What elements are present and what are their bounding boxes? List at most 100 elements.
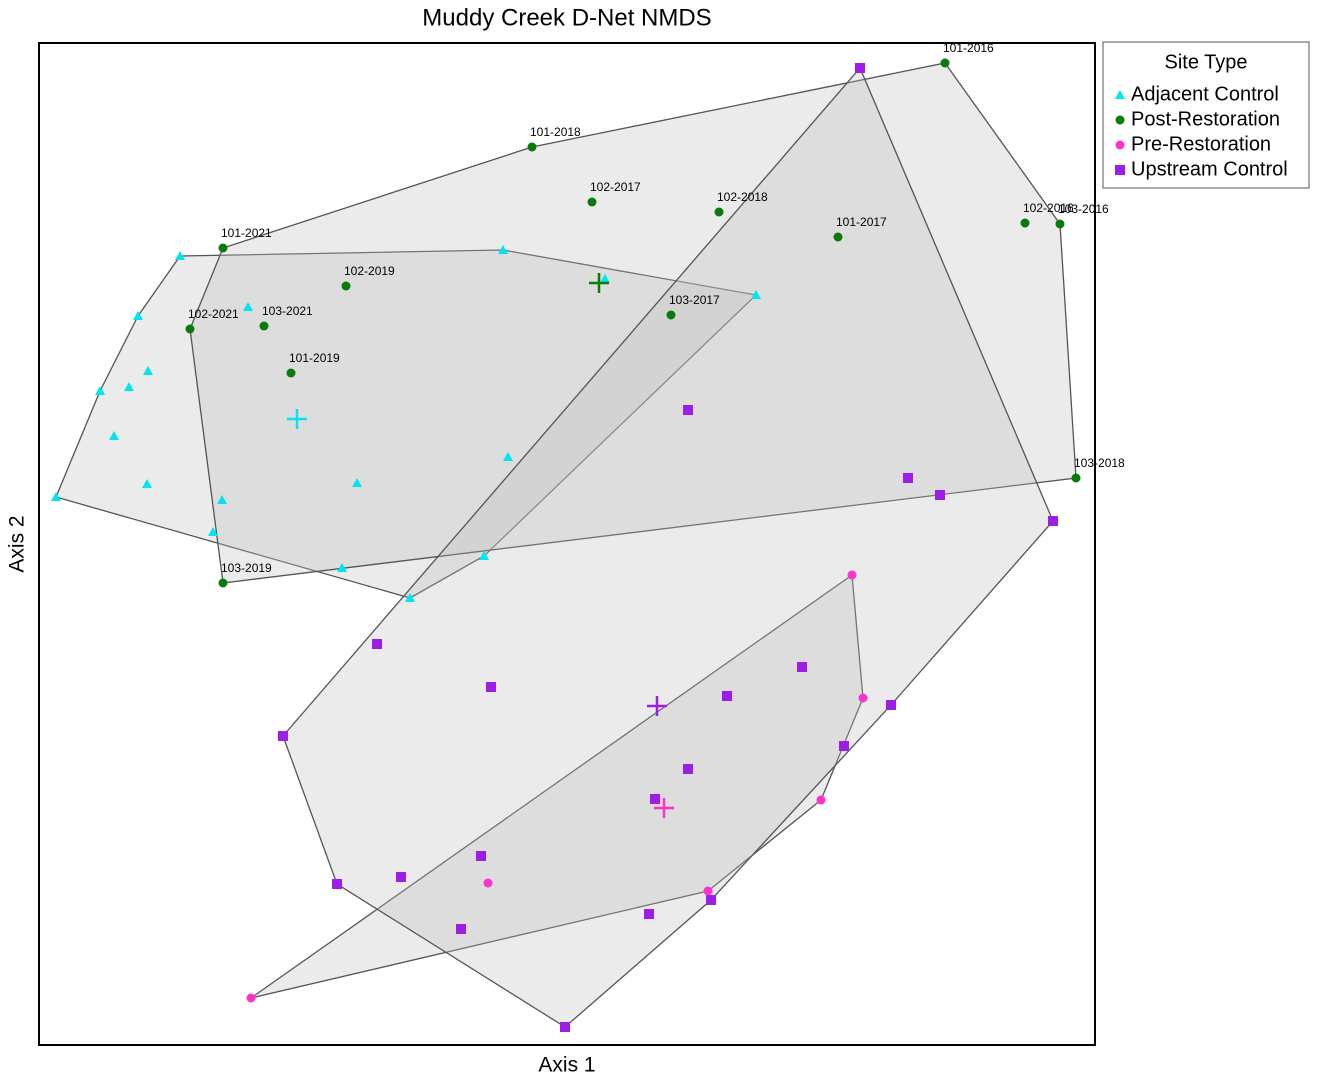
point — [259, 321, 269, 331]
point — [1020, 218, 1030, 228]
point-label: 101-2019 — [289, 351, 340, 365]
point — [124, 382, 134, 391]
point — [142, 479, 152, 488]
point-label: 103-2016 — [1058, 202, 1109, 216]
point — [332, 879, 342, 889]
point — [133, 311, 143, 320]
centroid — [647, 696, 667, 716]
legend-marker — [1115, 165, 1125, 175]
legend-box — [1102, 41, 1310, 189]
point — [352, 478, 362, 487]
point-label: 103-2021 — [262, 304, 313, 318]
hulls — [55, 62, 1077, 1028]
centroid — [589, 273, 609, 293]
point-label: 101-2017 — [836, 215, 887, 229]
chart-title: Muddy Creek D-Net NMDS — [422, 4, 711, 31]
point — [527, 142, 537, 152]
point — [600, 274, 610, 283]
legend: Adjacent Control Post-Restoration Pre-Rest… — [1115, 83, 1288, 180]
point-label: 103-2019 — [221, 561, 272, 575]
centroid — [654, 798, 674, 818]
point — [341, 281, 351, 291]
legend-label: Pre-Restoration — [1131, 133, 1271, 155]
legend-marker — [1115, 140, 1125, 150]
point — [486, 682, 496, 692]
point — [218, 578, 228, 588]
x-axis-label: Axis 1 — [538, 1054, 595, 1077]
point — [1071, 473, 1081, 483]
point — [396, 872, 406, 882]
point-label: 102-2016 — [1023, 201, 1074, 215]
legend-marker — [1115, 115, 1125, 125]
point — [940, 58, 950, 68]
hull — [189, 62, 1077, 584]
point — [855, 63, 865, 73]
point — [816, 795, 826, 805]
point-label: 102-2017 — [590, 180, 641, 194]
point-label: 103-2017 — [669, 293, 720, 307]
point-label: 101-2021 — [221, 226, 272, 240]
point-label: 102-2021 — [188, 307, 239, 321]
point — [208, 527, 218, 536]
point — [143, 366, 153, 375]
y-axis-label: Axis 2 — [6, 515, 29, 572]
legend-label: Post-Restoration — [1131, 108, 1280, 130]
point-label: 103-2018 — [1074, 456, 1125, 470]
point — [1055, 219, 1065, 229]
point-label: 101-2016 — [943, 41, 994, 55]
point — [839, 741, 849, 751]
hull — [282, 66, 1054, 1028]
point — [858, 693, 868, 703]
point — [456, 924, 466, 934]
point — [644, 909, 654, 919]
point — [483, 878, 493, 888]
point — [903, 473, 913, 483]
point — [706, 895, 716, 905]
point-label: 102-2018 — [717, 190, 768, 204]
marks: 101-2016 101-2018 102-2017 102-2018 101-2017… — [51, 41, 1125, 1032]
point — [185, 324, 195, 334]
legend-label: Adjacent Control — [1131, 83, 1279, 105]
point — [498, 245, 508, 254]
point — [476, 851, 486, 861]
point — [886, 700, 896, 710]
point — [1048, 516, 1058, 526]
point — [175, 251, 185, 260]
point — [286, 368, 296, 378]
point — [683, 764, 693, 774]
point — [666, 310, 676, 320]
point — [714, 207, 724, 217]
point — [218, 243, 228, 253]
point — [703, 886, 713, 896]
point-label: 102-2019 — [344, 264, 395, 278]
point-label: 101-2018 — [530, 125, 581, 139]
point — [935, 490, 945, 500]
point — [683, 405, 693, 415]
point — [109, 431, 119, 440]
point — [217, 495, 227, 504]
point — [405, 593, 415, 602]
point — [650, 794, 660, 804]
legend-label: Upstream Control — [1131, 158, 1288, 180]
point — [797, 662, 807, 672]
legend-title: Site Type — [1164, 51, 1247, 73]
point — [479, 551, 489, 560]
point — [751, 290, 761, 299]
point — [847, 570, 857, 580]
point — [560, 1022, 570, 1032]
point — [503, 452, 513, 461]
point — [722, 691, 732, 701]
point — [833, 232, 843, 242]
point — [51, 492, 61, 501]
point — [372, 639, 382, 649]
point — [246, 993, 256, 1003]
plot-frame — [38, 42, 1096, 1046]
point — [95, 386, 105, 395]
legend-marker — [1115, 90, 1125, 99]
centroid — [287, 409, 307, 429]
point — [587, 197, 597, 207]
point — [278, 731, 288, 741]
point — [337, 563, 347, 572]
